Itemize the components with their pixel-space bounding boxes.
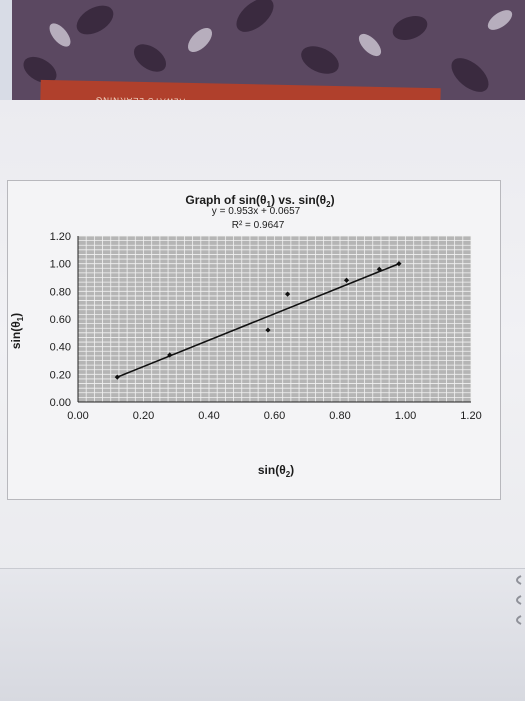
leaf-pattern-dark [23, 0, 489, 92]
leaf-pattern-light [49, 10, 513, 57]
x-axis-title-suffix: ) [290, 463, 294, 477]
trendline-equation: y = 0.953x + 0.0657 [212, 206, 301, 217]
plot-area: 0.00 0.20 0.40 0.60 0.80 1.00 1.20 0.00 0.20 0.40… [50, 231, 482, 422]
y-tick-label: 0.20 [50, 369, 71, 381]
x-tick-label: 1.00 [395, 410, 416, 422]
chart-title: Graph of sin(θ1) vs. sin(θ2) [185, 193, 334, 209]
y-axis-title: sin(θ1) [9, 313, 25, 349]
chart-title-middle: ) vs. sin(θ [271, 193, 326, 207]
y-axis-title-suffix: ) [9, 313, 23, 317]
trendline [117, 262, 400, 378]
chart-title-prefix: Graph of sin(θ [185, 193, 266, 207]
data-point [343, 277, 350, 283]
data-point [285, 291, 291, 297]
binder-rings [516, 575, 522, 625]
y-tick-label: 1.20 [50, 231, 71, 243]
x-tick-label: 0.00 [67, 410, 88, 422]
x-tick-label: 0.80 [329, 410, 350, 422]
x-axis-title: sin(θ2) [258, 463, 294, 479]
chart-frame: Graph of sin(θ1) vs. sin(θ2) y = 0.953x … [7, 180, 501, 500]
x-tick-label: 1.20 [460, 410, 481, 422]
y-tick-label: 0.60 [50, 314, 71, 326]
y-axis-title-sub: 1 [16, 316, 25, 321]
y-tick-label: 0.80 [50, 286, 71, 298]
y-tick-label: 0.00 [50, 397, 71, 409]
data-point [167, 352, 173, 358]
x-tick-label: 0.20 [133, 410, 154, 422]
paper-stack [0, 568, 525, 701]
chart-title-sub1: 1 [267, 200, 272, 209]
chart-title-sub2: 2 [326, 200, 331, 209]
x-tick-label: 0.40 [198, 410, 219, 422]
chart-title-suffix: ) [331, 193, 335, 207]
y-axis-title-prefix: sin(θ [9, 321, 23, 349]
y-tick-label: 0.40 [50, 342, 71, 354]
x-axis-title-sub: 2 [286, 470, 291, 479]
x-axis-title-prefix: sin(θ [258, 463, 286, 477]
x-tick-label: 0.60 [264, 410, 285, 422]
y-tick-label: 1.00 [50, 259, 71, 271]
r-squared-label: R² = 0.9647 [232, 220, 285, 231]
scatter-chart: Graph of sin(θ1) vs. sin(θ2) y = 0.953x … [9, 193, 482, 479]
